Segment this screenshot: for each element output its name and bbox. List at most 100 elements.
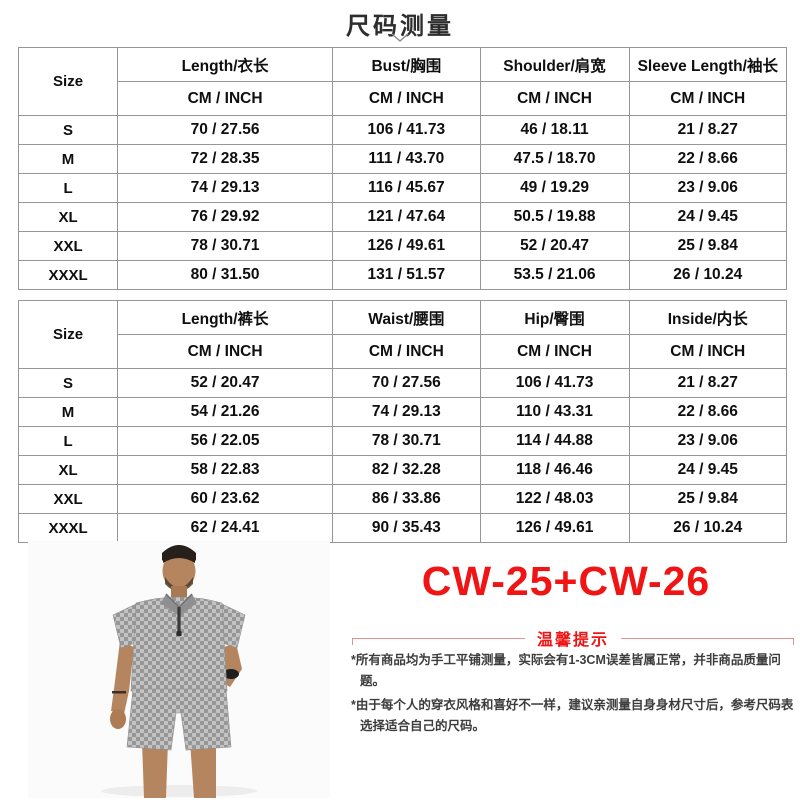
size-label-cell: S [17, 368, 119, 398]
measure-column-header: Bust/胸围 [332, 47, 481, 82]
measurement-cell: 78 / 30.71 [117, 231, 334, 261]
measurement-cell: 24 / 9.45 [628, 202, 788, 232]
measurement-cell: 54 / 21.26 [117, 397, 334, 427]
unit-header: CM / INCH [332, 334, 481, 369]
measurement-cell: 25 / 9.84 [628, 484, 788, 514]
size-column-header: Size [17, 47, 119, 116]
size-label-cell: XXXL [17, 513, 119, 543]
table-row: XXXL 62 / 24.41 90 / 35.43 126 / 49.61 26 / … [17, 513, 788, 543]
size-label-cell: M [17, 144, 119, 174]
unit-header: CM / INCH [332, 81, 481, 116]
tips-header: 温馨提示 [352, 626, 795, 650]
measurement-cell: 26 / 10.24 [628, 260, 788, 290]
measure-column-header: Length/裤长 [117, 300, 334, 335]
size-label-cell: L [17, 173, 119, 203]
table-row: S 52 / 20.47 70 / 27.56 106 / 41.73 21 / 8.2… [17, 368, 788, 398]
measure-column-header: Length/衣长 [117, 47, 334, 82]
measurement-cell: 118 / 46.46 [479, 455, 630, 485]
table-row: M 54 / 21.26 74 / 29.13 110 / 43.31 22 / 8.6… [17, 397, 788, 427]
chevron-down-icon [0, 33, 800, 43]
measurement-cell: 72 / 28.35 [117, 144, 334, 174]
unit-header: CM / INCH [628, 334, 788, 369]
notes-block: *所有商品均为手工平铺测量，实际会有1-3CM误差皆属正常，并非商品质量问题。 … [351, 650, 799, 739]
table-row: S 70 / 27.56 106 / 41.73 46 / 18.11 21 / 8.2… [17, 115, 788, 145]
measurement-cell: 47.5 / 18.70 [479, 144, 630, 174]
size-label-cell: XL [17, 202, 119, 232]
measurement-cell: 21 / 8.27 [628, 115, 788, 145]
measurement-cell: 111 / 43.70 [332, 144, 481, 174]
measurement-cell: 70 / 27.56 [332, 368, 481, 398]
size-label-cell: XXL [17, 231, 119, 261]
measurement-cell: 116 / 45.67 [332, 173, 481, 203]
table-row: L 74 / 29.13 116 / 45.67 49 / 19.29 23 / 9.0… [17, 173, 788, 203]
measurement-cell: 106 / 41.73 [479, 368, 630, 398]
measurement-cell: 122 / 48.03 [479, 484, 630, 514]
measurement-cell: 23 / 9.06 [628, 173, 788, 203]
measurement-cell: 74 / 29.13 [117, 173, 334, 203]
size-label-cell: XXL [17, 484, 119, 514]
measurement-cell: 24 / 9.45 [628, 455, 788, 485]
measurement-cell: 78 / 30.71 [332, 426, 481, 456]
tips-left-line [352, 634, 525, 645]
measurement-cell: 22 / 8.66 [628, 144, 788, 174]
unit-header: CM / INCH [628, 81, 788, 116]
note-measure-tolerance: *所有商品均为手工平铺测量，实际会有1-3CM误差皆属正常，并非商品质量问题。 [351, 653, 781, 689]
measurement-cell: 82 / 32.28 [332, 455, 481, 485]
measurement-cell: 23 / 9.06 [628, 426, 788, 456]
measurement-cell: 58 / 22.83 [117, 455, 334, 485]
measurement-cell: 49 / 19.29 [479, 173, 630, 203]
measure-column-header: Waist/腰围 [332, 300, 481, 335]
measurement-cell: 46 / 18.11 [479, 115, 630, 145]
measurement-cell: 114 / 44.88 [479, 426, 630, 456]
measurement-cell: 52 / 20.47 [479, 231, 630, 261]
size-label-cell: XXXL [17, 260, 119, 290]
tips-title: 温馨提示 [537, 632, 610, 649]
table-row: XL 58 / 22.83 82 / 32.28 118 / 46.46 24 / 9.… [17, 455, 788, 485]
measurement-cell: 74 / 29.13 [332, 397, 481, 427]
measurement-cell: 126 / 49.61 [479, 513, 630, 543]
measurement-cell: 21 / 8.27 [628, 368, 788, 398]
unit-header: CM / INCH [117, 334, 334, 369]
measurement-cell: 70 / 27.56 [117, 115, 334, 145]
size-column-header: Size [17, 300, 119, 369]
measure-column-header: Sleeve Length/袖长 [628, 47, 788, 82]
measure-column-header: Hip/臀围 [479, 300, 630, 335]
measurement-cell: 131 / 51.57 [332, 260, 481, 290]
measurement-cell: 80 / 31.50 [117, 260, 334, 290]
measurement-cell: 50.5 / 19.88 [479, 202, 630, 232]
size-label-cell: L [17, 426, 119, 456]
measurement-cell: 52 / 20.47 [117, 368, 334, 398]
unit-header: CM / INCH [479, 334, 630, 369]
measurement-cell: 106 / 41.73 [332, 115, 481, 145]
measurement-cell: 126 / 49.61 [332, 231, 481, 261]
size-label-cell: M [17, 397, 119, 427]
measurement-cell: 56 / 22.05 [117, 426, 334, 456]
page-title: 尺码测量 [346, 13, 454, 40]
table-row: XXL 78 / 30.71 126 / 49.61 52 / 20.47 25 / 9… [17, 231, 788, 261]
bottoms-size-table: Size Length/裤长 Waist/腰围 Hip/臀围 Inside/内长 CM /… [17, 300, 788, 543]
table-row: XXXL 80 / 31.50 131 / 51.57 53.5 / 21.06 26 … [17, 260, 788, 290]
unit-header: CM / INCH [479, 81, 630, 116]
table-row: XL 76 / 29.92 121 / 47.64 50.5 / 19.88 24 / … [17, 202, 788, 232]
measurement-cell: 76 / 29.92 [117, 202, 334, 232]
size-label-cell: S [17, 115, 119, 145]
unit-header: CM / INCH [117, 81, 334, 116]
measurement-cell: 90 / 35.43 [332, 513, 481, 543]
measurement-cell: 110 / 43.31 [479, 397, 630, 427]
measurement-cell: 25 / 9.84 [628, 231, 788, 261]
table-row: XXL 60 / 23.62 86 / 33.86 122 / 48.03 25 / 9… [17, 484, 788, 514]
measurement-cell: 60 / 23.62 [117, 484, 334, 514]
measurement-cell: 26 / 10.24 [628, 513, 788, 543]
note-size-advice: *由于每个人的穿衣风格和喜好不一样，建议亲测量自身身材尺寸后，参考尺码表选择适合… [351, 697, 794, 733]
product-code: CW-25+CW-26 [421, 558, 711, 604]
measurement-cell: 62 / 24.41 [117, 513, 334, 543]
measurement-cell: 53.5 / 21.06 [479, 260, 630, 290]
product-photo-image [28, 541, 330, 798]
measure-column-header: Inside/内长 [628, 300, 788, 335]
tops-size-table: Size Length/衣长 Bust/胸围 Shoulder/肩宽 Sleeve Le… [17, 47, 788, 290]
measurement-cell: 121 / 47.64 [332, 202, 481, 232]
size-label-cell: XL [17, 455, 119, 485]
tips-right-line [621, 634, 795, 645]
measurement-cell: 22 / 8.66 [628, 397, 788, 427]
